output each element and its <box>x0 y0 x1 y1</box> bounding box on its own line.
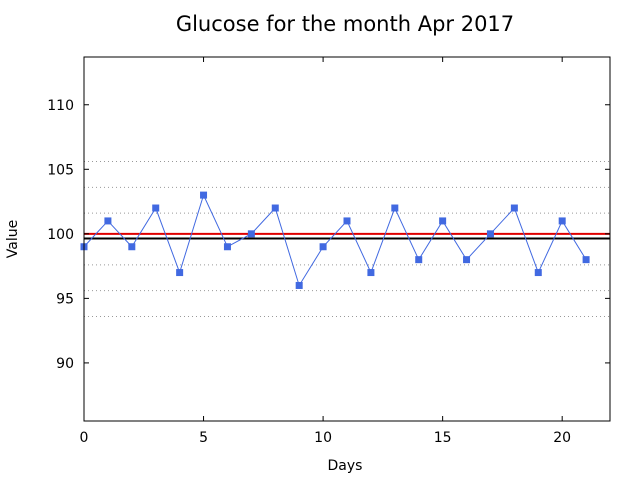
data-point <box>295 281 303 289</box>
data-point <box>319 243 327 251</box>
data-point <box>104 217 112 225</box>
y-tick-label: 90 <box>56 356 74 372</box>
data-point <box>176 269 184 277</box>
x-axis-ticks: 0 5 10 15 20 <box>80 57 571 446</box>
data-point <box>510 204 518 212</box>
data-point <box>415 256 423 264</box>
y-axis-label: Value <box>5 220 21 258</box>
series-glucose <box>80 191 590 289</box>
data-point <box>223 243 231 251</box>
data-point <box>582 256 590 264</box>
data-point <box>200 191 208 199</box>
reference-lines <box>84 232 610 240</box>
data-point <box>247 230 255 238</box>
y-axis-ticks: 90 95 100 105 110 <box>47 98 610 372</box>
x-tick-label: 15 <box>434 430 452 446</box>
chart-title: Glucose for the month Apr 2017 <box>176 12 514 36</box>
x-tick-label: 5 <box>199 430 208 446</box>
data-point <box>463 256 471 264</box>
data-point <box>558 217 566 225</box>
data-point <box>152 204 160 212</box>
data-point <box>391 204 399 212</box>
data-point <box>128 243 136 251</box>
data-point <box>343 217 351 225</box>
y-tick-label: 95 <box>56 291 74 307</box>
data-point <box>367 269 375 277</box>
plot-frame <box>83 56 611 422</box>
x-tick-label: 20 <box>553 430 571 446</box>
data-point <box>486 230 494 238</box>
series-line <box>83 193 587 287</box>
y-tick-label: 100 <box>47 227 74 243</box>
data-point <box>271 204 279 212</box>
y-tick-label: 110 <box>47 98 74 114</box>
x-tick-label: 0 <box>80 430 89 446</box>
data-point <box>534 269 542 277</box>
y-tick-label: 105 <box>47 162 74 178</box>
x-axis-label: Days <box>328 458 363 474</box>
x-tick-label: 10 <box>314 430 332 446</box>
data-point <box>439 217 447 225</box>
